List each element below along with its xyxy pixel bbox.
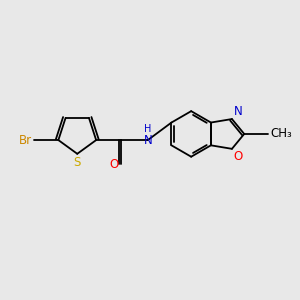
Text: S: S	[74, 156, 81, 169]
Text: O: O	[233, 150, 243, 163]
Text: H: H	[144, 124, 152, 134]
Text: O: O	[110, 158, 118, 170]
Text: N: N	[233, 105, 242, 118]
Text: CH₃: CH₃	[271, 128, 292, 140]
Text: Br: Br	[19, 134, 32, 147]
Text: N: N	[143, 134, 152, 147]
